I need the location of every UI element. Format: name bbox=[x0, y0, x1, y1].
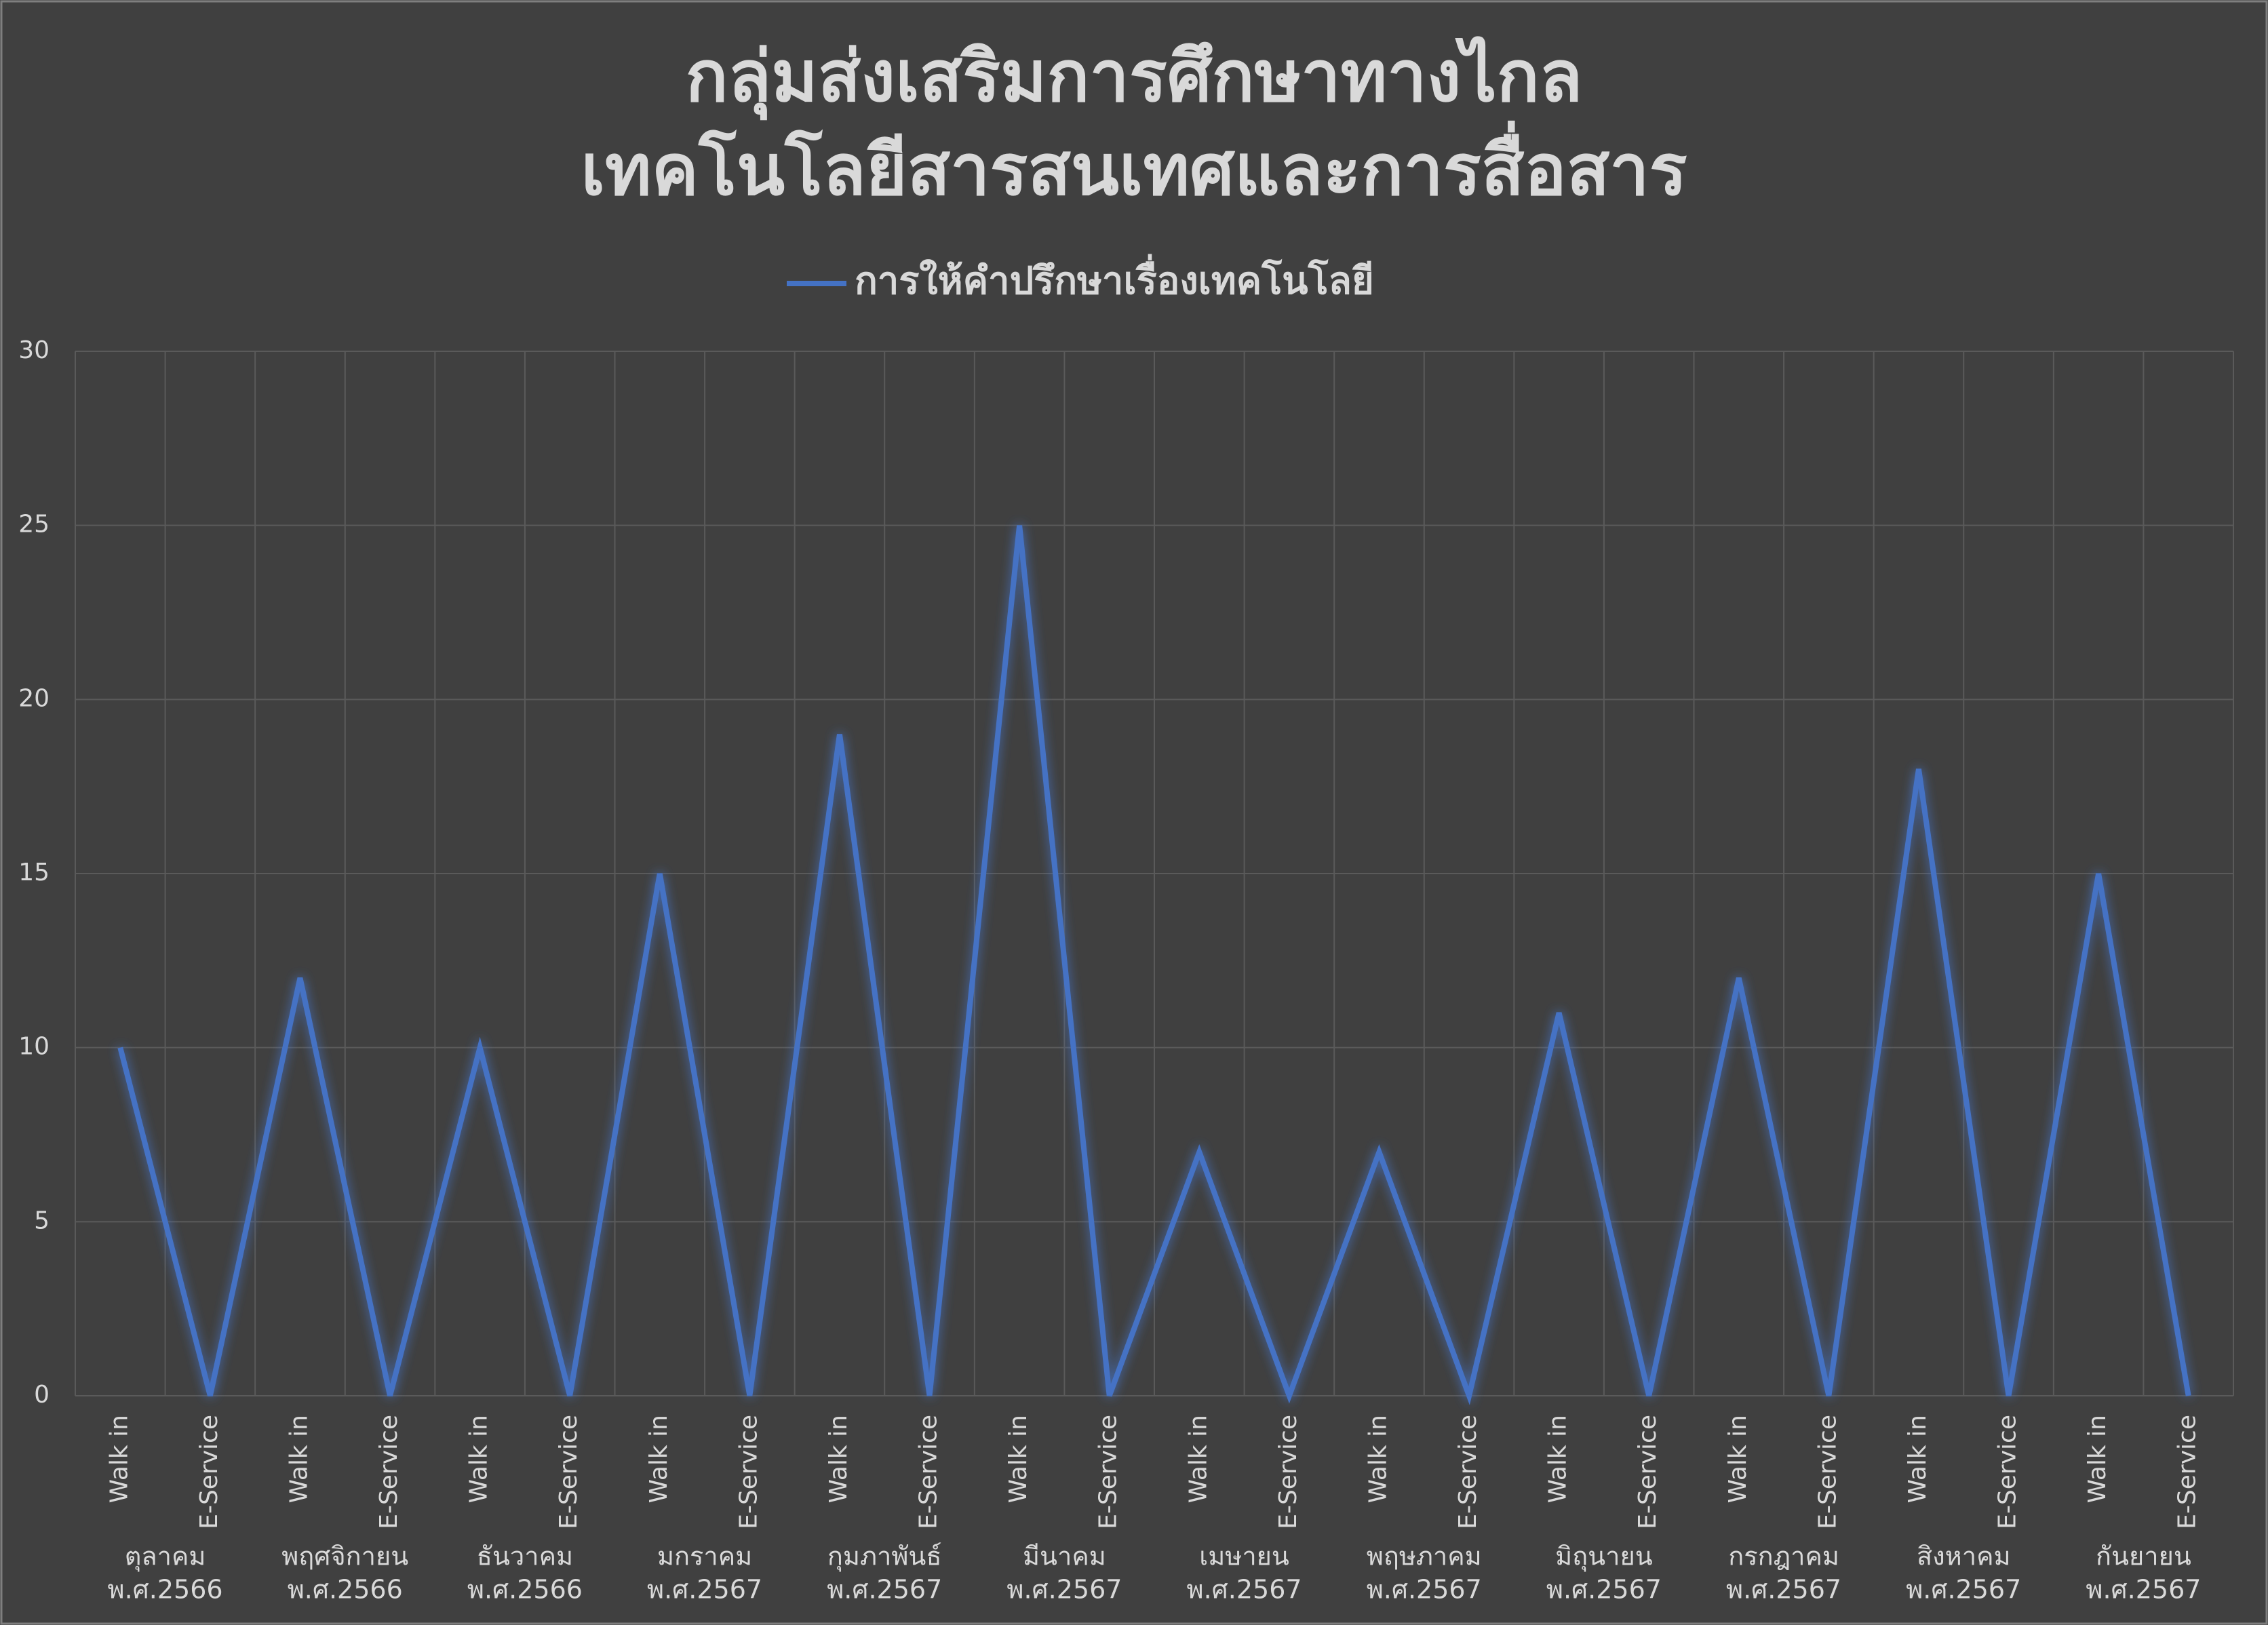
x-tick-label: Walk in bbox=[825, 1415, 853, 1503]
x-group-label: พฤษภาคม bbox=[1367, 1542, 1482, 1571]
legend-label: การให้คำปรึกษาเรื่องเทคโนโลยี bbox=[855, 254, 1374, 303]
x-tick-label: Walk in bbox=[2084, 1415, 2111, 1503]
x-tick-label: E-Service bbox=[2174, 1415, 2202, 1529]
x-group-label: เมษายน bbox=[1199, 1542, 1289, 1571]
x-group-label: พ.ศ.2566 bbox=[108, 1575, 223, 1605]
x-tick-label: E-Service bbox=[375, 1415, 403, 1529]
x-tick-label: Walk in bbox=[1184, 1415, 1212, 1503]
x-group-label: พ.ศ.2567 bbox=[1906, 1575, 2021, 1605]
x-group-label: ตุลาคม bbox=[125, 1542, 206, 1572]
x-tick-label: Walk in bbox=[465, 1415, 493, 1503]
y-tick-label: 5 bbox=[34, 1207, 50, 1234]
x-tick-label: Walk in bbox=[645, 1415, 673, 1503]
x-tick-label: Walk in bbox=[285, 1415, 313, 1503]
x-tick-label: Walk in bbox=[1544, 1415, 1572, 1503]
y-tick-label: 20 bbox=[18, 684, 50, 712]
x-tick-label: E-Service bbox=[1634, 1415, 1662, 1529]
x-group-label: กันยายน bbox=[2096, 1542, 2191, 1571]
data-line bbox=[117, 525, 2191, 1405]
x-tick-label: Walk in bbox=[1004, 1415, 1032, 1503]
x-tick-label: E-Service bbox=[195, 1415, 223, 1529]
x-tick-label: Walk in bbox=[105, 1415, 133, 1503]
y-tick-label: 15 bbox=[18, 859, 50, 886]
x-group-label: มิถุนายน bbox=[1555, 1542, 1653, 1572]
chart-title: กลุ่มส่งเสริมการศึกษาทางไกล bbox=[686, 35, 1583, 120]
x-tick-label: Walk in bbox=[1904, 1415, 1932, 1503]
chart-title: เทคโนโลยีสารสนเทศและการสื่อสาร bbox=[581, 120, 1687, 211]
x-tick-label: E-Service bbox=[1994, 1415, 2022, 1529]
x-group-label: พ.ศ.2567 bbox=[1187, 1575, 1302, 1605]
x-group-label: พ.ศ.2566 bbox=[467, 1575, 583, 1605]
x-group-label: พ.ศ.2567 bbox=[1726, 1575, 1841, 1605]
y-tick-label: 30 bbox=[18, 336, 50, 364]
x-tick-label: E-Service bbox=[915, 1415, 943, 1529]
x-tick-label: E-Service bbox=[1814, 1415, 1841, 1529]
x-group-label: มกราคม bbox=[657, 1542, 752, 1571]
x-group-label: พ.ศ.2566 bbox=[288, 1575, 403, 1605]
x-tick-label: E-Service bbox=[735, 1415, 762, 1529]
x-tick-label: E-Service bbox=[1274, 1415, 1302, 1529]
x-group-label: พฤศจิกายน bbox=[281, 1542, 408, 1571]
x-group-label: สิงหาคม bbox=[1917, 1542, 2011, 1571]
x-group-label: พ.ศ.2567 bbox=[647, 1575, 762, 1605]
x-tick-label: E-Service bbox=[1095, 1415, 1122, 1529]
x-group-label: พ.ศ.2567 bbox=[1546, 1575, 1662, 1605]
x-tick-label: Walk in bbox=[1364, 1415, 1392, 1503]
x-tick-label: E-Service bbox=[555, 1415, 583, 1529]
x-group-label: ธันวาคม bbox=[477, 1542, 573, 1571]
x-group-label: กรกฎาคม bbox=[1728, 1542, 1839, 1571]
x-group-label: พ.ศ.2567 bbox=[1367, 1575, 1482, 1605]
x-group-label: พ.ศ.2567 bbox=[1006, 1575, 1122, 1605]
y-tick-label: 10 bbox=[18, 1033, 50, 1061]
x-group-label: พ.ศ.2567 bbox=[827, 1575, 942, 1605]
y-tick-label: 0 bbox=[34, 1381, 50, 1409]
x-group-label: มีนาคม bbox=[1023, 1542, 1106, 1571]
x-group-label: กุมภาพันธ์ bbox=[827, 1542, 942, 1572]
x-group-label: พ.ศ.2567 bbox=[2086, 1575, 2201, 1605]
x-tick-label: Walk in bbox=[1724, 1415, 1752, 1503]
y-tick-label: 25 bbox=[18, 511, 50, 539]
x-tick-label: E-Service bbox=[1454, 1415, 1482, 1529]
